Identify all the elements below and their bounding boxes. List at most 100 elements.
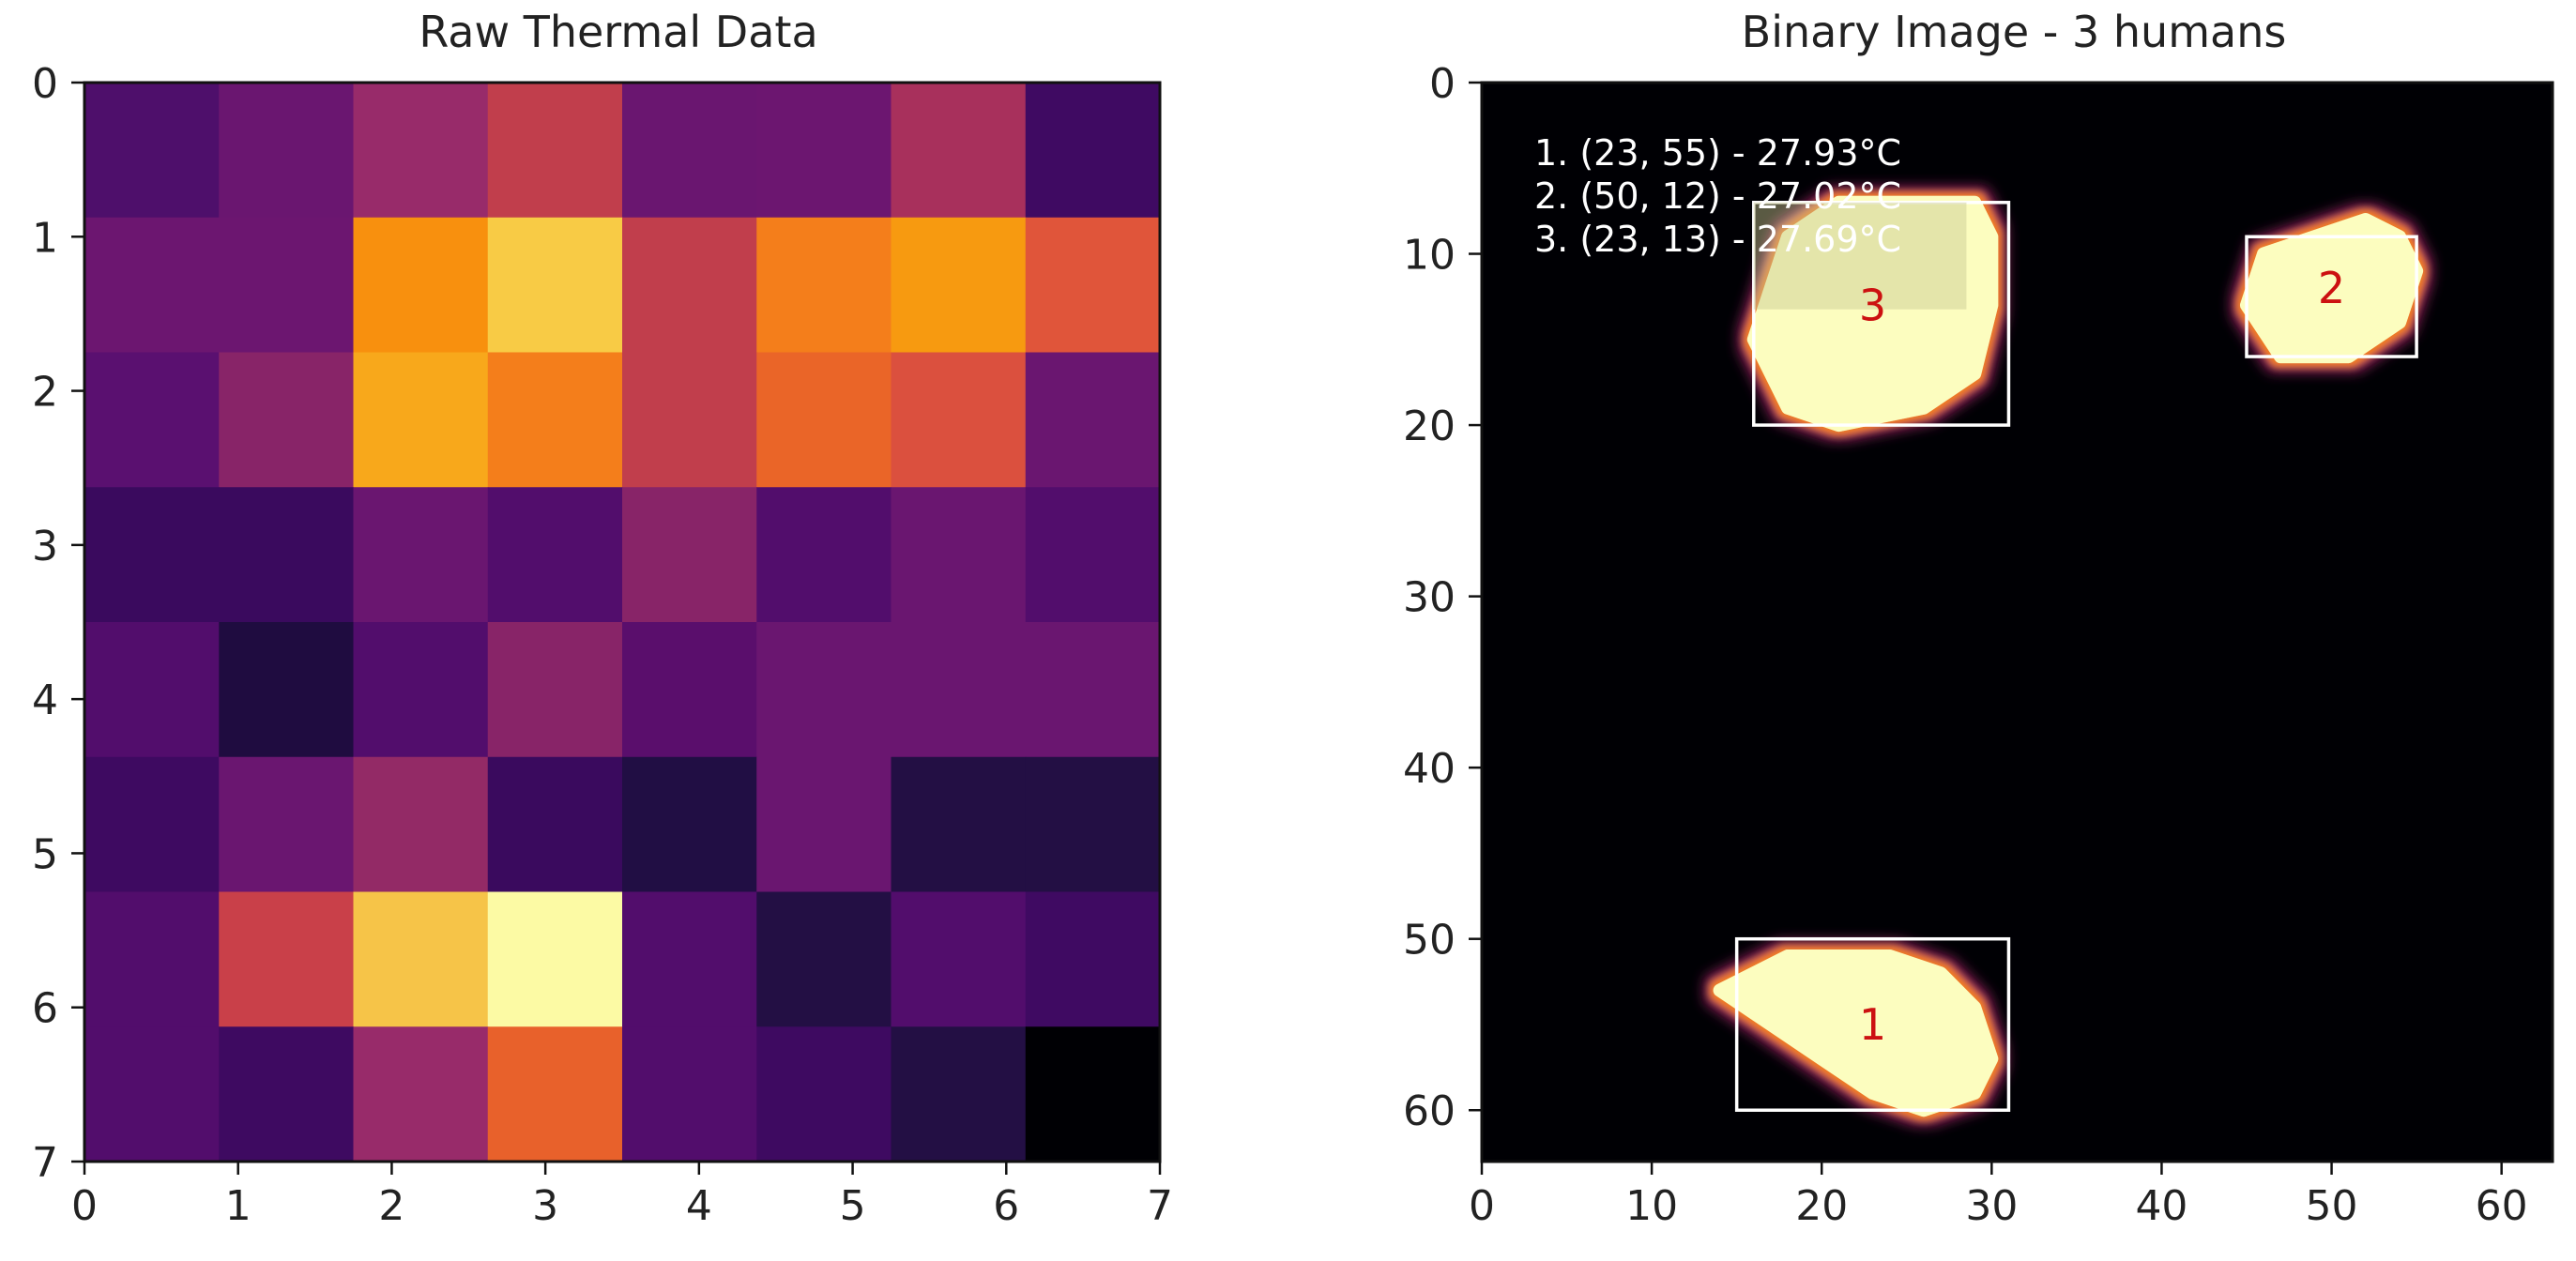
- heatmap-cell: [487, 217, 623, 354]
- y-tick-label: 50: [1403, 917, 1456, 965]
- y-tick-label: 0: [1429, 60, 1456, 108]
- heatmap-cell: [756, 83, 892, 219]
- legend-line: 2. (50, 12) - 27.02°C: [1534, 175, 1901, 217]
- y-tick-label: 7: [32, 1139, 58, 1187]
- left-title: Raw Thermal Data: [419, 7, 817, 57]
- heatmap-cell: [891, 756, 1027, 893]
- y-tick-label: 1: [32, 214, 58, 262]
- heatmap-cell: [487, 1026, 623, 1162]
- left-panel: Raw Thermal Data 0 1 2 3 4 5 6 7 0 1 2 3 4 5 6 7: [32, 7, 1173, 1230]
- heatmap-cell: [84, 352, 220, 488]
- heatmap-cell: [622, 217, 757, 354]
- x-tick-label: 6: [993, 1182, 1019, 1230]
- heatmap-cell: [487, 352, 623, 488]
- heatmap-cell: [219, 622, 355, 758]
- heatmap-cell: [353, 622, 489, 758]
- y-tick-label: 40: [1403, 745, 1456, 793]
- heatmap-cell: [1025, 1026, 1161, 1162]
- heatmap-cell: [353, 217, 489, 354]
- y-tick-label: 10: [1403, 232, 1456, 280]
- heatmap-cell: [353, 756, 489, 893]
- detection-label: 1: [1859, 999, 1886, 1050]
- y-tick-label: 5: [32, 830, 58, 878]
- heatmap-cell: [219, 891, 355, 1027]
- heatmap-cell: [353, 352, 489, 488]
- right-panel: Binary Image - 3 humans 1 2 3 1. (23, 55) …: [1403, 7, 2554, 1230]
- x-tick-label: 3: [532, 1182, 558, 1230]
- x-tick-label: 0: [1469, 1182, 1495, 1230]
- heatmap-cell: [891, 217, 1027, 354]
- heatmap-cell: [353, 1026, 489, 1162]
- heatmap-cell: [891, 622, 1027, 758]
- heatmap-cell: [353, 891, 489, 1027]
- right-detection-boxes: [1734, 201, 2418, 1112]
- heatmap-cell: [353, 83, 489, 219]
- x-tick-label: 7: [1147, 1182, 1173, 1230]
- heatmap-cell: [622, 1026, 757, 1162]
- heatmap-cell: [622, 352, 757, 488]
- x-tick-label: 30: [1965, 1182, 2018, 1230]
- right-plot-frame: [1480, 81, 2554, 1163]
- heatmap-cell: [756, 622, 892, 758]
- heatmap-cell: [487, 83, 623, 219]
- legend-line: 1. (23, 55) - 27.93°C: [1534, 132, 1901, 174]
- heatmap-cell: [756, 217, 892, 354]
- x-tick-label: 4: [686, 1182, 712, 1230]
- heatmap-cell: [891, 83, 1027, 219]
- x-tick-label: 50: [2306, 1182, 2358, 1230]
- heatmap-cell: [219, 217, 355, 354]
- left-x-axis: 0 1 2 3 4 5 6 7: [71, 1162, 1173, 1230]
- heatmap-cell: [1025, 487, 1161, 623]
- left-plot-frame: [83, 81, 1162, 1163]
- heatmap-cell: [353, 487, 489, 623]
- heatmap-cell: [219, 756, 355, 893]
- heatmap-cell: [487, 622, 623, 758]
- x-tick-label: 1: [225, 1182, 252, 1230]
- human-blob: [1713, 950, 1999, 1117]
- heatmap-cell: [219, 352, 355, 488]
- heatmap-cell: [84, 217, 220, 354]
- heatmap-cell: [84, 1026, 220, 1162]
- x-tick-label: 60: [2476, 1182, 2528, 1230]
- heatmap-cell: [756, 352, 892, 488]
- heatmap-cell: [1025, 891, 1161, 1027]
- x-tick-label: 20: [1795, 1182, 1848, 1230]
- left-y-axis: 0 1 2 3 4 5 6 7: [32, 60, 84, 1187]
- heatmap-cell: [1025, 756, 1161, 893]
- heatmap-cell: [84, 891, 220, 1027]
- legend-line: 3. (23, 13) - 27.69°C: [1534, 219, 1901, 260]
- heatmap-cell: [622, 487, 757, 623]
- heatmap-cell: [84, 83, 220, 219]
- y-tick-label: 0: [32, 60, 58, 108]
- y-tick-label: 4: [32, 676, 58, 724]
- detection-box: [1752, 201, 2011, 427]
- x-tick-label: 40: [2135, 1182, 2187, 1230]
- y-tick-label: 60: [1403, 1087, 1456, 1135]
- heatmap-cell: [487, 756, 623, 893]
- right-x-axis: 0 10 20 30 40 50 60: [1469, 1162, 2528, 1230]
- heatmap-cell: [219, 83, 355, 219]
- detection-label: 3: [1859, 280, 1886, 330]
- heatmap-cell: [84, 756, 220, 893]
- y-tick-label: 30: [1403, 574, 1456, 622]
- detection-box: [2245, 235, 2418, 358]
- y-tick-label: 2: [32, 369, 58, 417]
- right-blobs: [1713, 195, 2424, 1117]
- detection-label: 2: [2318, 263, 2345, 313]
- heatmap-cell: [891, 487, 1027, 623]
- x-tick-label: 10: [1625, 1182, 1678, 1230]
- heatmap-cell: [1025, 622, 1161, 758]
- heatmap-cell: [891, 891, 1027, 1027]
- heatmap-cell: [487, 487, 623, 623]
- human-blob: [1746, 195, 1999, 433]
- heatmap-cell: [622, 83, 757, 219]
- y-tick-label: 3: [32, 523, 58, 570]
- heatmap-cell: [756, 891, 892, 1027]
- detection-legend: 1. (23, 55) - 27.93°C2. (50, 12) - 27.02…: [1534, 132, 1901, 260]
- heatmap-cell: [84, 487, 220, 623]
- detection-box: [1734, 936, 2011, 1112]
- heatmap-cell: [622, 891, 757, 1027]
- left-heatmap-cells: [84, 83, 1161, 1162]
- heatmap-cell: [622, 622, 757, 758]
